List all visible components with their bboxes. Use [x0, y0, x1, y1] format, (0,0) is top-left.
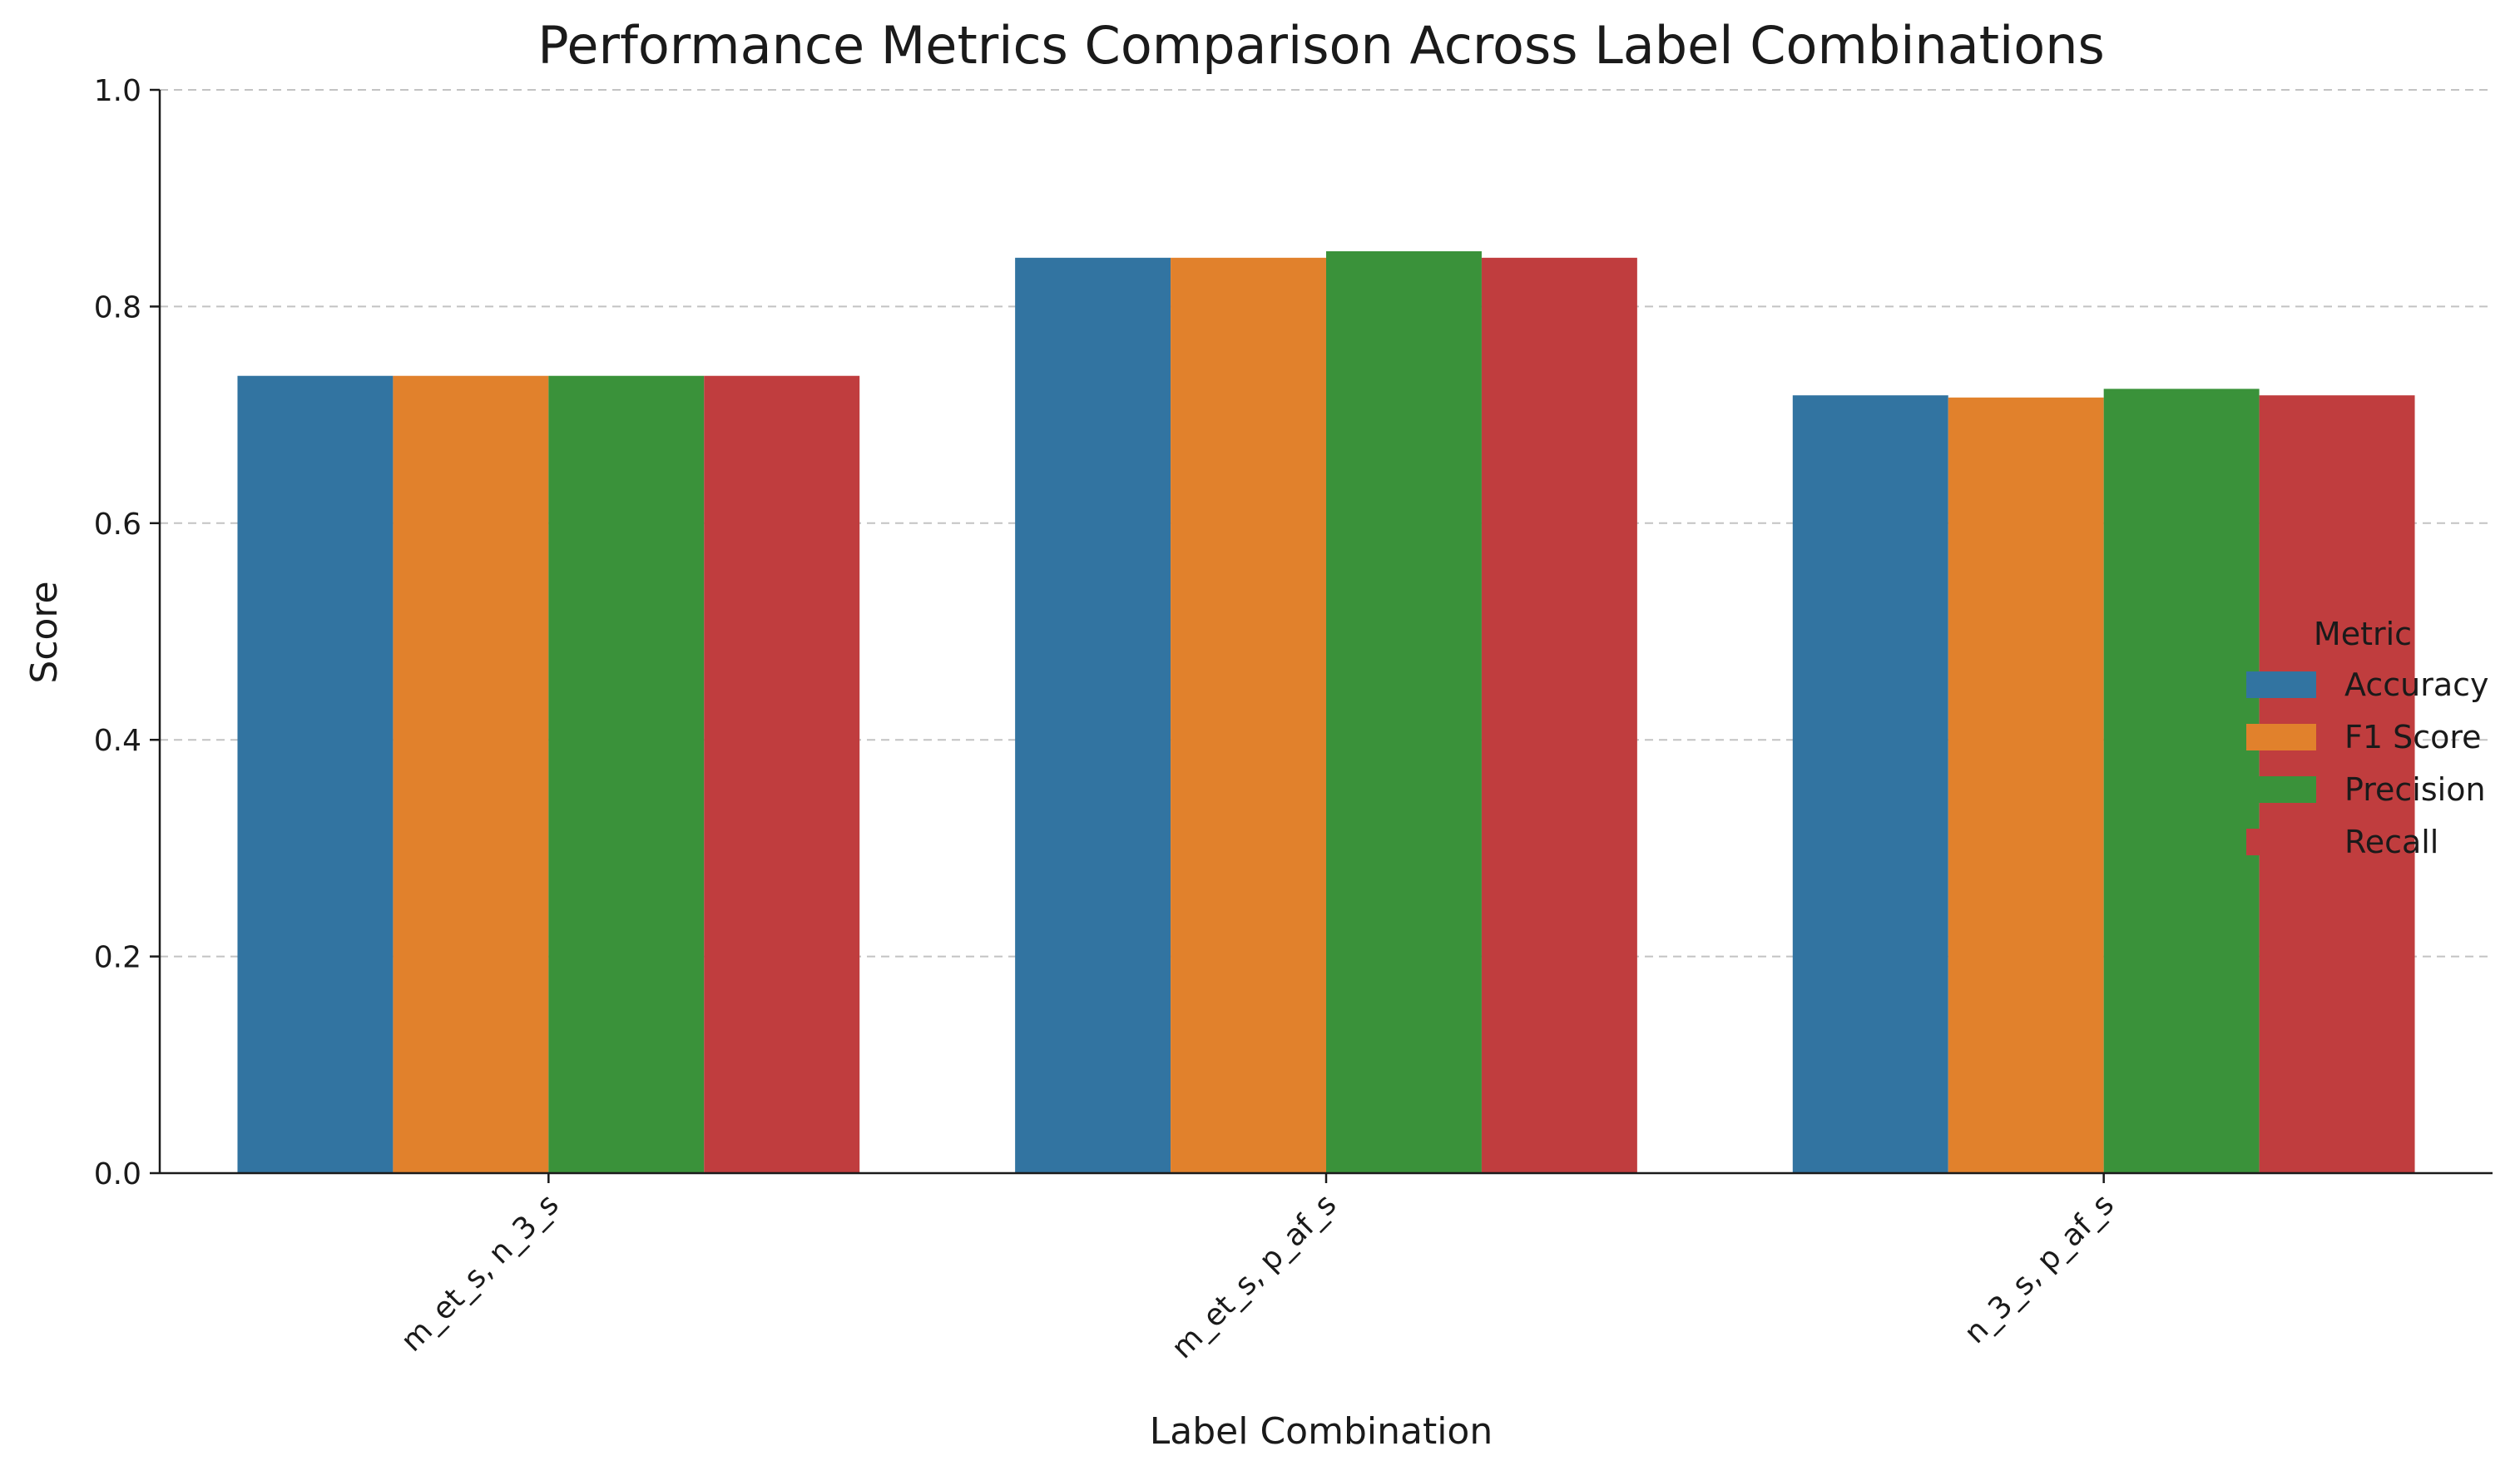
bar-precision — [1326, 250, 1482, 1173]
x-tick-label: m_et_s, n_3_s — [394, 1187, 565, 1358]
y-tick-label: 1.0 — [94, 74, 141, 108]
y-tick-label: 0.6 — [94, 508, 141, 542]
legend-swatch — [2246, 829, 2316, 855]
legend-label: Precision — [2344, 771, 2486, 808]
y-axis-label: Score — [23, 581, 66, 683]
y-tick-label: 0.4 — [94, 724, 141, 758]
y-ticks: 0.0 0.2 0.4 0.6 0.8 1.0 — [94, 74, 160, 1191]
bar-accuracy — [1015, 257, 1171, 1173]
x-tick-label: m_et_s, p_af_s — [1166, 1187, 1344, 1365]
bar-precision — [2103, 389, 2260, 1173]
legend-swatch — [2246, 724, 2316, 750]
x-tick-label: n_3_s, p_af_s — [1958, 1187, 2121, 1350]
bar-f1-score — [1171, 257, 1326, 1173]
bar-recall — [1481, 257, 1637, 1173]
legend-swatch — [2246, 671, 2316, 698]
bars — [237, 250, 2415, 1173]
legend-title: Metric — [2314, 616, 2412, 652]
bar-recall — [704, 375, 860, 1173]
y-tick-label: 0.8 — [94, 290, 141, 324]
legend-label: Accuracy — [2344, 666, 2489, 703]
x-ticks: m_et_s, n_3_s m_et_s, p_af_s n_3_s, p_af_s — [394, 1173, 2121, 1365]
legend-swatch — [2246, 776, 2316, 803]
bar-accuracy — [237, 375, 394, 1173]
legend-label: F1 Score — [2344, 719, 2482, 755]
chart-title: Performance Metrics Comparison Across La… — [537, 15, 2105, 76]
bar-accuracy — [1792, 395, 1948, 1173]
bar-f1-score — [1948, 397, 2104, 1173]
legend-label: Recall — [2344, 824, 2438, 860]
legend: Metric Accuracy F1 Score Precision Recall — [2246, 616, 2489, 860]
bar-f1-score — [393, 375, 549, 1173]
x-axis-label: Label Combination — [1150, 1410, 1493, 1453]
y-tick-label: 0.2 — [94, 941, 141, 975]
bar-precision — [548, 375, 705, 1173]
y-tick-label: 0.0 — [94, 1157, 141, 1191]
